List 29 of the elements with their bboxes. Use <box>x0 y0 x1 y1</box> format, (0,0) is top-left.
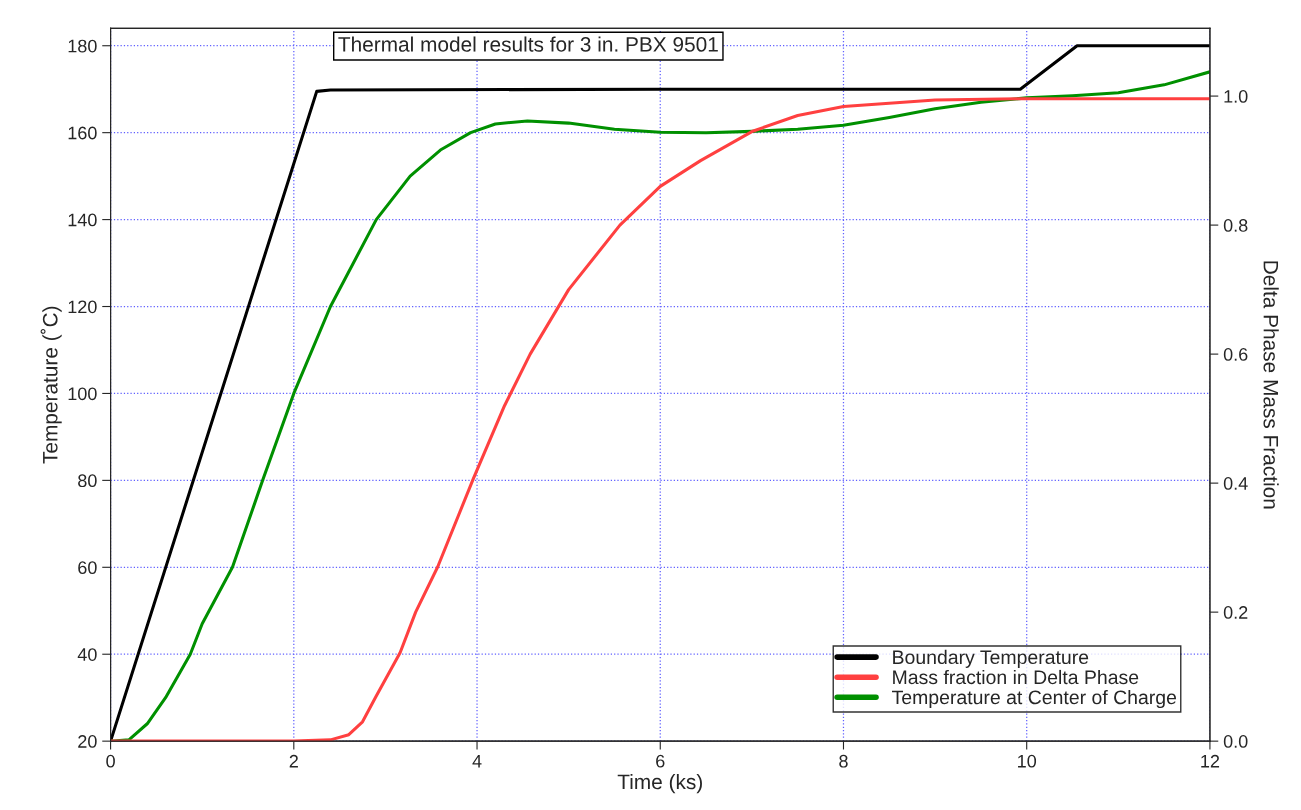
legend-label: Temperature at Center of Charge <box>892 689 1177 709</box>
x-tick-label: 12 <box>1201 754 1220 768</box>
y2-tick-label: 0.8 <box>1223 219 1248 232</box>
y2-tick-label: 0.4 <box>1223 477 1248 490</box>
y2-tick-label: 0.6 <box>1223 348 1248 361</box>
y-axis-title: Temperature (˚C) <box>40 306 62 464</box>
y-tick-label: 120 <box>68 300 97 314</box>
x-axis-title: Time (ks) <box>617 773 702 794</box>
y-tick-label: 180 <box>68 39 97 53</box>
y-tick-label: 60 <box>78 561 97 575</box>
x-tick-label: 8 <box>839 754 848 768</box>
y2-tick-label: 0.2 <box>1223 606 1248 619</box>
x-tick-label: 0 <box>106 754 115 768</box>
x-tick-label: 2 <box>289 754 298 768</box>
y-tick-label: 100 <box>68 387 97 401</box>
chart-title: Thermal model results for 3 in. PBX 9501 <box>338 36 718 52</box>
y2-tick-label: 1.0 <box>1224 90 1248 103</box>
y-tick-label: 40 <box>77 648 97 661</box>
x-tick-label: 6 <box>656 754 665 768</box>
y2-axis-title: Delta Phase Mass Fraction <box>1263 261 1279 509</box>
legend-label: Mass fraction in Delta Phase <box>893 669 1139 685</box>
y-tick-label: 20 <box>78 735 97 748</box>
y-tick-label: 140 <box>68 213 97 227</box>
y-tick-label: 80 <box>78 474 97 488</box>
x-tick-label: 4 <box>472 755 482 768</box>
y-tick-label: 160 <box>68 126 97 140</box>
legend-label: Boundary Temperature <box>893 649 1089 668</box>
x-tick-label: 10 <box>1018 754 1037 768</box>
y2-tick-label: 0.0 <box>1223 735 1248 748</box>
